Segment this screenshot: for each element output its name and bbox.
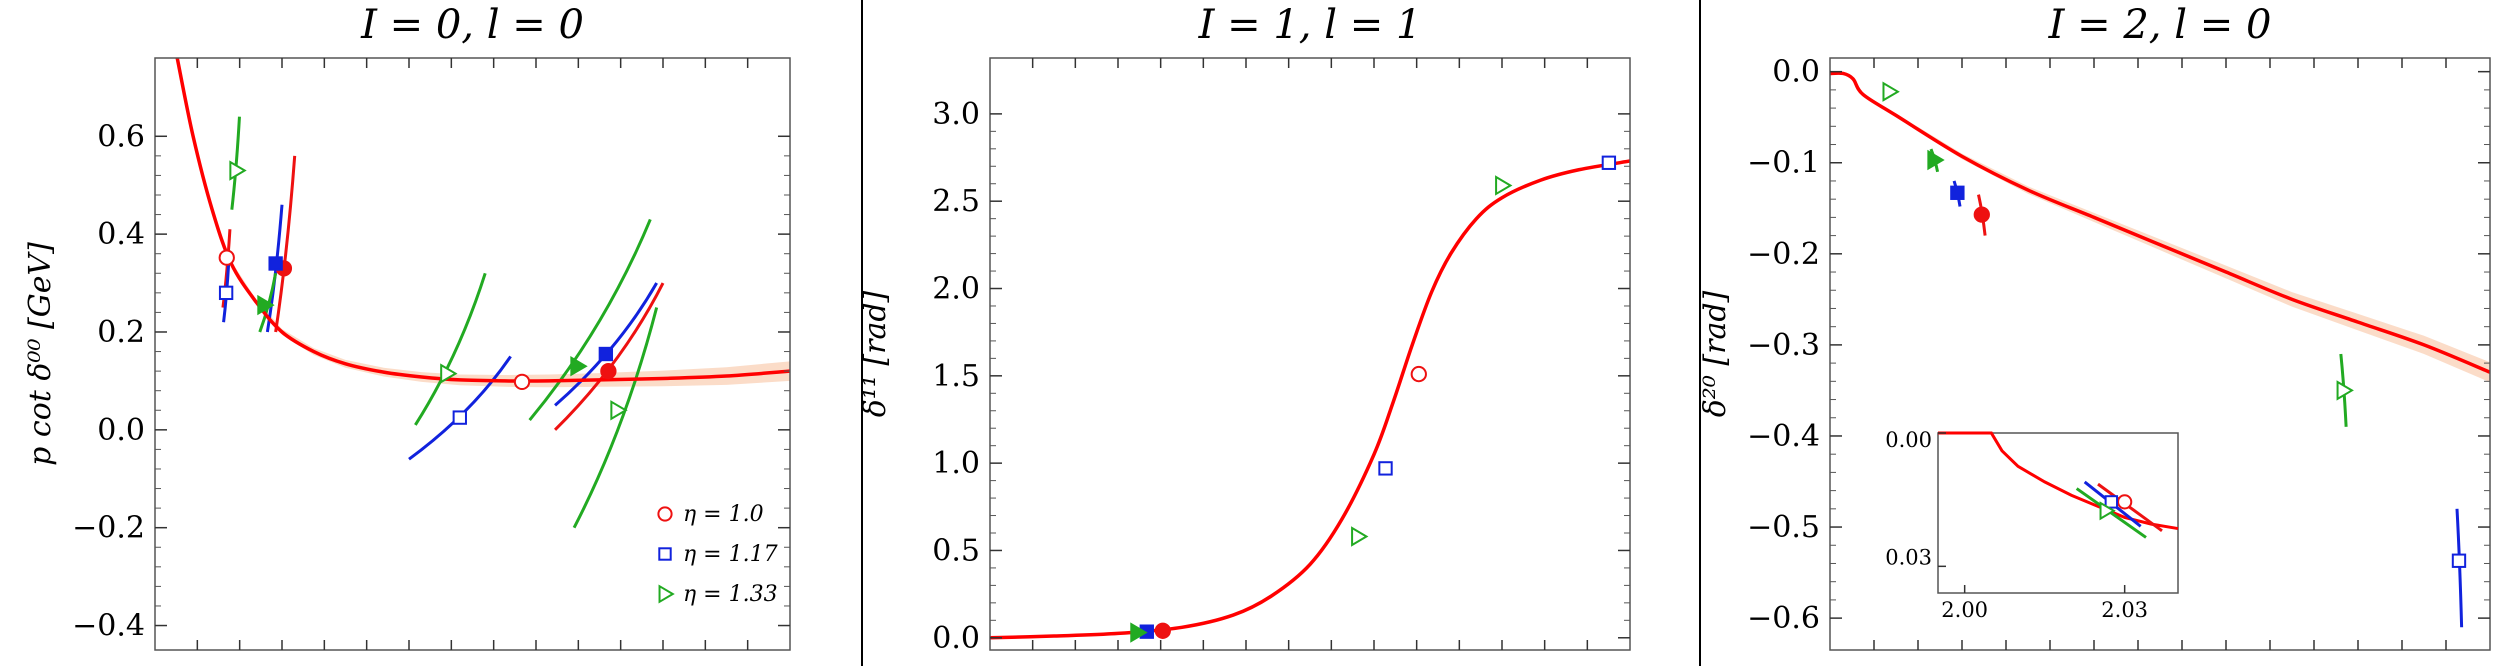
data-point-1-1 [1378,461,1393,476]
plot-frame [1829,57,2491,651]
data-point-1-0 [1950,185,1965,200]
chart-panel-i1-l1: I = 1, l = 1 0.0 0.5 1.0 1.5 2.0 2.5 3.0 δ¹¹ [ra… [858,2,1631,656]
data-point-0-0 [1973,206,1990,223]
fit-error-band [1830,73,2490,383]
chart-title: I = 1, l = 1 [1198,2,1422,48]
inset-data-point-2 [2099,501,2116,521]
uncertainty-curve-0-3 [553,282,665,431]
y-tick-label: −0.6 [1747,601,1820,636]
y-tick-label: −0.4 [72,609,145,644]
data-point-1-1 [2451,553,2467,568]
y-tick-label: 1.5 [932,359,980,394]
y-tick-label: −0.3 [1747,328,1820,363]
data-point-0-3 [600,362,617,380]
inset-y-tick-label: 0.03 [1885,545,1932,569]
fit-curve [990,159,1630,640]
y-axis-label: δ²⁰ [rad] [1698,290,1733,417]
data-point-2-2 [2336,380,2354,401]
legend-label: η = 1.33 [683,582,778,607]
data-point-2-1 [1927,149,1945,171]
inset-y-tick-label: 0.00 [1885,428,1932,452]
inset-uncertainty-line-0 [2097,482,2163,532]
y-tick-label: −0.2 [1747,237,1820,272]
y-tick-label: −0.1 [1747,146,1820,181]
data-point-1-0 [218,285,234,301]
chart-panel-i2-l0: I = 2, l = 0 0.0 −0.1 −0.2 −0.3 −0.4 −0.5 −0.6 δ… [1698,2,2491,651]
legend-marker-2 [658,584,675,604]
data-point-2-0 [1130,622,1148,643]
data-point-2-2 [440,363,458,384]
data-point-0-1 [1410,365,1427,383]
y-tick-label: 0.6 [97,119,145,154]
uncertainty-curve-1-2 [408,355,512,461]
data-point-2-2 [1495,175,1513,196]
y-axis-label: p cot δ⁰⁰ [GeV] [23,242,58,466]
data-point-2-0 [1882,81,1900,102]
y-tick-label: 0.0 [97,413,145,448]
legend-label: η = 1.17 [683,542,778,567]
data-point-2-1 [1351,526,1369,547]
data-point-2-1 [257,294,275,316]
uncertainty-curve-1-1 [2455,508,2464,628]
y-tick-label: −0.2 [72,511,145,546]
chart-title: I = 0, l = 0 [360,2,584,48]
data-point-2-4 [610,400,628,421]
y-tick-label: −0.5 [1747,510,1820,545]
data-point-2-0 [229,160,247,181]
inset-x-tick-label: 2.00 [1941,598,1988,622]
y-tick-label: 0.0 [932,621,980,656]
y-tick-label: 2.5 [932,184,980,219]
data-point-0-0 [1154,622,1171,639]
y-tick-label: 0.0 [1772,55,1820,90]
y-tick-label: 0.2 [97,315,145,350]
fit-curve [1830,71,2490,374]
fit-curve [175,58,790,383]
uncertainty-curve-2-2 [414,272,487,426]
data-point-1-3 [598,346,614,362]
inset-data-point-0 [2117,494,2133,510]
y-tick-label: 0.5 [932,533,980,568]
data-point-0-0 [218,249,235,266]
y-axis-label: δ¹¹ [rad] [858,290,893,417]
data-point-2-3 [570,356,588,377]
uncertainty-curve-2-4 [572,307,659,529]
legend-label: η = 1.0 [683,502,764,527]
inset-data-point-1 [2104,495,2119,509]
y-tick-label: 1.0 [932,446,980,481]
legend-marker-0 [657,506,673,522]
data-point-1-1 [268,256,283,271]
y-tick-label: 3.0 [932,97,980,132]
data-point-0-2 [513,373,531,391]
chart-panel-i0-l0: I = 0, l = 0 −0.4 −0.2 0.0 0.2 0.4 0.6 p cot δ⁰… [23,2,791,651]
y-tick-label: −0.4 [1747,419,1820,454]
inset-frame [1937,432,2179,594]
chart-title: I = 2, l = 0 [2048,2,2272,48]
uncertainty-curve-2-3 [528,218,652,422]
fit-error-band [177,58,791,388]
legend-marker-1 [658,547,672,561]
plot-frame [989,57,1631,651]
data-point-1-2 [1601,155,1617,170]
inset-x-tick-label: 2.03 [2101,598,2148,622]
data-point-1-2 [452,410,467,425]
y-tick-label: 2.0 [932,272,980,307]
plot-frame [154,57,791,651]
y-tick-label: 0.4 [97,217,145,252]
uncertainty-curve-0-1 [274,155,297,333]
